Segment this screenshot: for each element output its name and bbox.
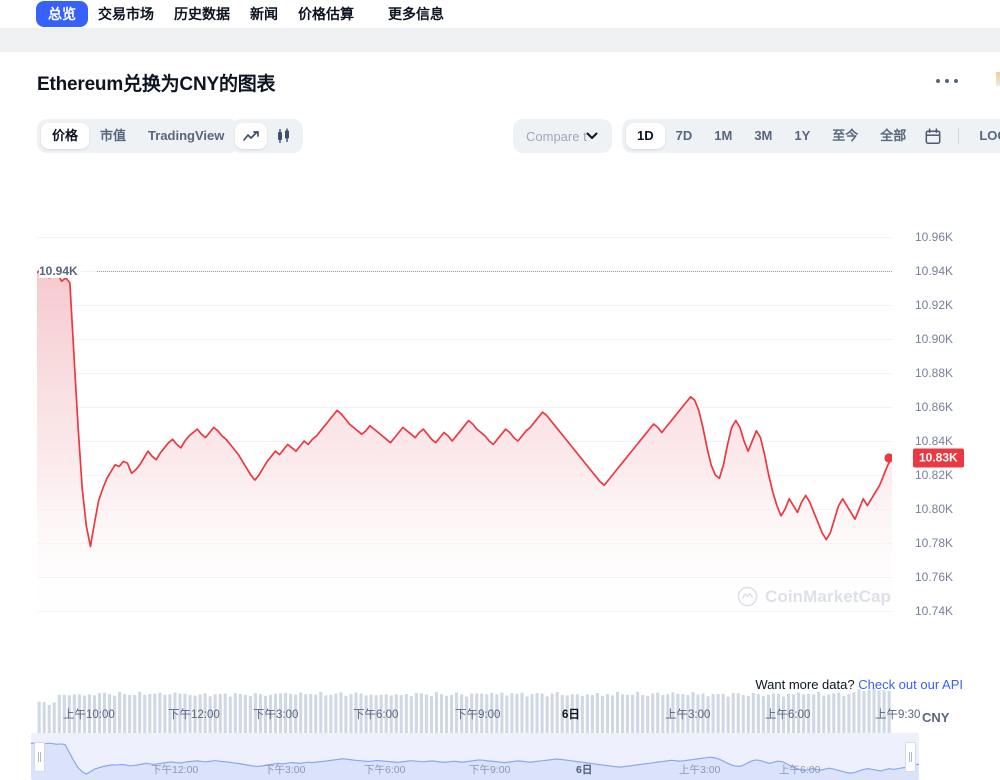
chart-card-header: Ethereum兑换为CNY的图表 bbox=[0, 52, 1000, 110]
nav-item-more-info[interactable]: 更多信息 bbox=[388, 6, 444, 22]
navigator-handle-right[interactable] bbox=[905, 742, 916, 772]
y-axis-tick: 10.80K bbox=[915, 502, 954, 516]
nav-item-price-estimates[interactable]: 价格估算 bbox=[298, 6, 354, 22]
range-all[interactable]: 全部 bbox=[880, 128, 907, 143]
nav-item-markets[interactable]: 交易市场 bbox=[98, 6, 154, 22]
y-axis-tick: 10.78K bbox=[915, 536, 954, 550]
page-title: Ethereum兑换为CNY的图表 bbox=[37, 74, 276, 95]
x-axis-labels: 上午10:00 下午12:00 下午3:00 下午6:00 下午9:00 6日 上午3:00… bbox=[0, 706, 1000, 726]
range-1m[interactable]: 1M bbox=[714, 128, 733, 143]
nav-item-overview[interactable]: 总览 bbox=[36, 1, 88, 27]
current-price-badge: 10.83K bbox=[913, 448, 964, 468]
y-axis-tick: 10.96K bbox=[915, 230, 954, 244]
x-axis-tick: 上午9:30 bbox=[875, 709, 921, 721]
range-1d[interactable]: 1D bbox=[626, 123, 665, 149]
navigator-handle-left[interactable] bbox=[34, 742, 45, 772]
y-axis-tick: 10.94K bbox=[915, 264, 954, 278]
tab-price[interactable]: 价格 bbox=[41, 123, 90, 149]
y-axis-tick: 10.92K bbox=[915, 298, 954, 312]
y-axis-tick: 10.86K bbox=[915, 400, 954, 414]
chart-high-annotation-label: 10.94K bbox=[39, 264, 81, 278]
section-divider-band bbox=[0, 28, 1000, 52]
range-1y[interactable]: 1Y bbox=[794, 128, 811, 143]
y-axis-tick: 10.82K bbox=[915, 468, 954, 482]
chevron-down-icon bbox=[586, 132, 598, 140]
top-navigation: 总览 交易市场 历史数据 新闻 价格估算 更多信息 bbox=[0, 0, 1000, 28]
ellipsis-horizontal-icon[interactable] bbox=[936, 74, 958, 88]
watermark-text: CoinMarketCap bbox=[765, 586, 891, 606]
y-axis-labels: 10.96K 10.94K 10.92K 10.90K 10.88K 10.86K 10.8… bbox=[915, 220, 995, 628]
log-scale-toggle[interactable]: LOG bbox=[979, 128, 1000, 143]
toolbar-divider bbox=[958, 128, 960, 144]
range-7d[interactable]: 7D bbox=[675, 128, 693, 143]
line-chart-icon[interactable] bbox=[235, 123, 267, 149]
chart-range-navigator[interactable]: 下午12:00 下午3:00 下午6:00 下午9:00 6日 上午3:00 上午6:00 bbox=[31, 733, 919, 780]
range-3m[interactable]: 3M bbox=[754, 128, 773, 143]
candlestick-chart-icon[interactable] bbox=[267, 123, 299, 149]
calendar-icon[interactable] bbox=[917, 123, 949, 149]
x-axis-tick: 上午10:00 bbox=[63, 709, 115, 721]
y-axis-tick: 10.74K bbox=[915, 604, 954, 618]
compare-dropdown[interactable]: Compare t bbox=[513, 119, 612, 153]
y-axis-tick: 10.84K bbox=[915, 434, 954, 448]
tab-market-cap[interactable]: 市值 bbox=[100, 128, 127, 143]
price-chart-card: Ethereum兑换为CNY的图表 价格 市值 TradingView bbox=[0, 52, 1000, 780]
x-axis-tick: 下午12:00 bbox=[168, 709, 220, 721]
chart-area: 10.94K 10.96K 10.94K 10.92K 10.90K 10.88K 10.… bbox=[0, 162, 1000, 780]
api-link[interactable]: Check out our API bbox=[858, 677, 963, 692]
tab-tradingview[interactable]: TradingView bbox=[148, 128, 225, 143]
x-axis-tick: 下午9:00 bbox=[455, 709, 501, 721]
time-range-group: 1D 7D 1M 3M 1Y 至今 全部 LOG bbox=[622, 119, 1000, 153]
y-axis-tick: 10.88K bbox=[915, 366, 954, 380]
footer-api-note: Want more data? Check out our API bbox=[755, 677, 963, 692]
nav-item-historical-data[interactable]: 历史数据 bbox=[174, 6, 230, 22]
x-axis-tick: 上午6:00 bbox=[765, 709, 811, 721]
coinmarketcap-logo-icon: CoinMarketCap bbox=[737, 586, 891, 607]
price-line-chart[interactable] bbox=[37, 220, 892, 628]
navigator-mini-chart bbox=[31, 742, 919, 780]
x-axis-tick: 下午6:00 bbox=[353, 709, 399, 721]
footer-text: Want more data? bbox=[755, 677, 855, 692]
x-axis-tick: 6日 bbox=[562, 709, 580, 721]
compare-label: Compare t bbox=[526, 128, 587, 144]
chart-high-annotation-line bbox=[97, 271, 892, 272]
chart-toolbar: 价格 市值 TradingView Compare t bbox=[0, 110, 1000, 162]
y-axis-tick: 10.90K bbox=[915, 332, 954, 346]
range-ytd[interactable]: 至今 bbox=[832, 128, 859, 143]
y-axis-tick: 10.76K bbox=[915, 570, 954, 584]
edge-artifact bbox=[996, 72, 1000, 86]
x-axis-tick: 下午3:00 bbox=[253, 709, 299, 721]
chart-type-group bbox=[231, 119, 303, 153]
nav-item-news[interactable]: 新闻 bbox=[250, 6, 278, 22]
x-axis-tick: 上午3:00 bbox=[665, 709, 711, 721]
metric-tab-group: 价格 市值 TradingView bbox=[37, 119, 240, 153]
